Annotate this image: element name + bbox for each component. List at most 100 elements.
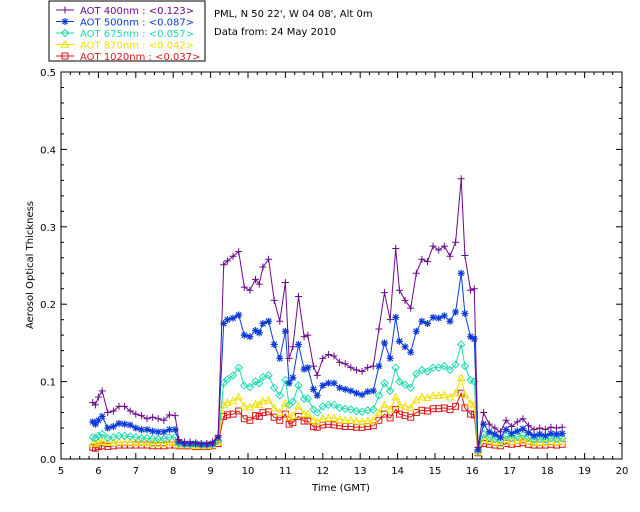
- data-point-triangle: [294, 401, 303, 410]
- data-point-asterisk: [440, 312, 448, 320]
- data-point-square: [265, 408, 273, 416]
- data-point-plus: [401, 296, 409, 304]
- data-point-asterisk: [461, 309, 469, 317]
- data-point-asterisk: [341, 385, 349, 393]
- data-point-triangle: [535, 437, 545, 446]
- data-point-diamond: [324, 400, 333, 410]
- data-point-triangle: [251, 399, 260, 408]
- data-point-triangle: [234, 392, 243, 401]
- data-point-plus: [530, 426, 538, 434]
- data-point-diamond: [395, 377, 404, 386]
- data-point-square: [392, 405, 400, 413]
- data-point-asterisk: [324, 379, 332, 387]
- data-point-triangle: [142, 438, 152, 447]
- data-point-diamond: [456, 340, 466, 349]
- data-point-asterisk: [154, 428, 162, 436]
- data-point-triangle: [340, 415, 350, 424]
- data-point-diamond: [275, 391, 284, 400]
- data-point-triangle: [254, 400, 264, 409]
- data-point-plus: [186, 438, 194, 446]
- data-point-plus: [109, 407, 117, 415]
- data-point-triangle: [507, 436, 517, 445]
- data-point-asterisk: [336, 384, 344, 392]
- data-point-plus: [418, 255, 426, 263]
- legend-label: AOT 675nm : <0.057>: [80, 29, 194, 40]
- data-point-square: [452, 402, 460, 410]
- data-point-diamond: [94, 431, 103, 440]
- data-point-square: [285, 420, 293, 428]
- data-point-plus: [270, 296, 278, 304]
- data-point-asterisk: [171, 426, 179, 434]
- data-point-asterisk: [386, 354, 394, 362]
- data-point-diamond: [451, 360, 460, 369]
- data-point-asterisk: [91, 420, 99, 428]
- data-point-plus: [265, 255, 273, 263]
- data-point-plus: [319, 354, 327, 362]
- data-point-plus: [304, 331, 312, 339]
- data-point-plus: [330, 352, 338, 360]
- data-point-plus: [192, 439, 200, 447]
- data-point-plus: [452, 238, 460, 246]
- data-point-diamond: [352, 406, 361, 416]
- data-point-asterisk: [502, 426, 510, 434]
- data-point-asterisk: [496, 433, 504, 441]
- data-point-diamond: [255, 378, 264, 388]
- data-point-triangle: [445, 392, 455, 401]
- legend-entry: AOT 870nm : <0.042>: [56, 39, 194, 52]
- series-line: [92, 273, 563, 450]
- data-point-plus: [352, 366, 360, 374]
- data-point-asterisk: [223, 316, 231, 324]
- data-point-asterisk: [309, 385, 317, 393]
- data-point-asterisk: [364, 388, 372, 396]
- data-point-plus: [461, 251, 469, 259]
- data-point-diamond: [303, 394, 313, 403]
- data-point-triangle: [363, 416, 373, 425]
- data-point-plus: [154, 415, 162, 423]
- data-point-asterisk: [265, 317, 273, 325]
- data-point-asterisk: [220, 320, 228, 328]
- data-point-asterisk: [452, 308, 460, 316]
- data-point-plus: [313, 371, 321, 379]
- x-tick-label: 9: [207, 466, 213, 477]
- legend: AOT 400nm : <0.123>AOT 500nm : <0.087>AO…: [48, 0, 206, 63]
- legend-label: AOT 400nm : <0.123>: [80, 6, 194, 17]
- series-0: [89, 175, 566, 451]
- data-point-plus: [223, 257, 231, 265]
- data-point-triangle: [524, 436, 533, 445]
- data-point-plus: [536, 424, 544, 432]
- data-point-asterisk: [149, 427, 157, 435]
- data-point-asterisk: [126, 421, 134, 429]
- data-point-diamond: [518, 430, 528, 440]
- data-point-triangle: [395, 400, 404, 409]
- data-point-triangle: [91, 438, 100, 447]
- data-point-diamond: [131, 433, 141, 442]
- legend-label: AOT 1020nm : <0.037>: [80, 52, 200, 63]
- data-point-plus: [175, 436, 183, 444]
- data-point-plus: [203, 440, 211, 448]
- data-point-plus: [491, 424, 499, 432]
- x-tick-label: 11: [279, 466, 292, 477]
- data-point-asterisk: [375, 362, 383, 370]
- data-point-asterisk: [424, 320, 432, 328]
- data-point-triangle: [440, 390, 449, 399]
- data-point-triangle: [346, 415, 356, 424]
- x-tick-label: 18: [541, 466, 554, 477]
- data-point-asterisk: [480, 420, 488, 428]
- data-point-triangle: [131, 438, 141, 447]
- data-point-triangle: [284, 412, 294, 421]
- data-point-triangle: [374, 408, 384, 416]
- series-2: [88, 340, 567, 456]
- y-tick-label: 0.5: [40, 68, 56, 79]
- data-point-asterisk: [229, 314, 237, 322]
- x-tick-label: 19: [578, 466, 591, 477]
- data-point-plus: [386, 316, 394, 324]
- data-point-plus: [446, 252, 454, 260]
- y-tick-label: 0.2: [40, 300, 56, 311]
- data-point-plus: [229, 252, 237, 260]
- data-point-plus: [457, 175, 465, 183]
- data-point-asterisk: [429, 313, 437, 321]
- x-axis-label: Time (GMT): [311, 483, 370, 494]
- data-point-triangle: [456, 373, 466, 382]
- data-point-triangle: [490, 437, 500, 446]
- data-point-triangle: [529, 438, 539, 447]
